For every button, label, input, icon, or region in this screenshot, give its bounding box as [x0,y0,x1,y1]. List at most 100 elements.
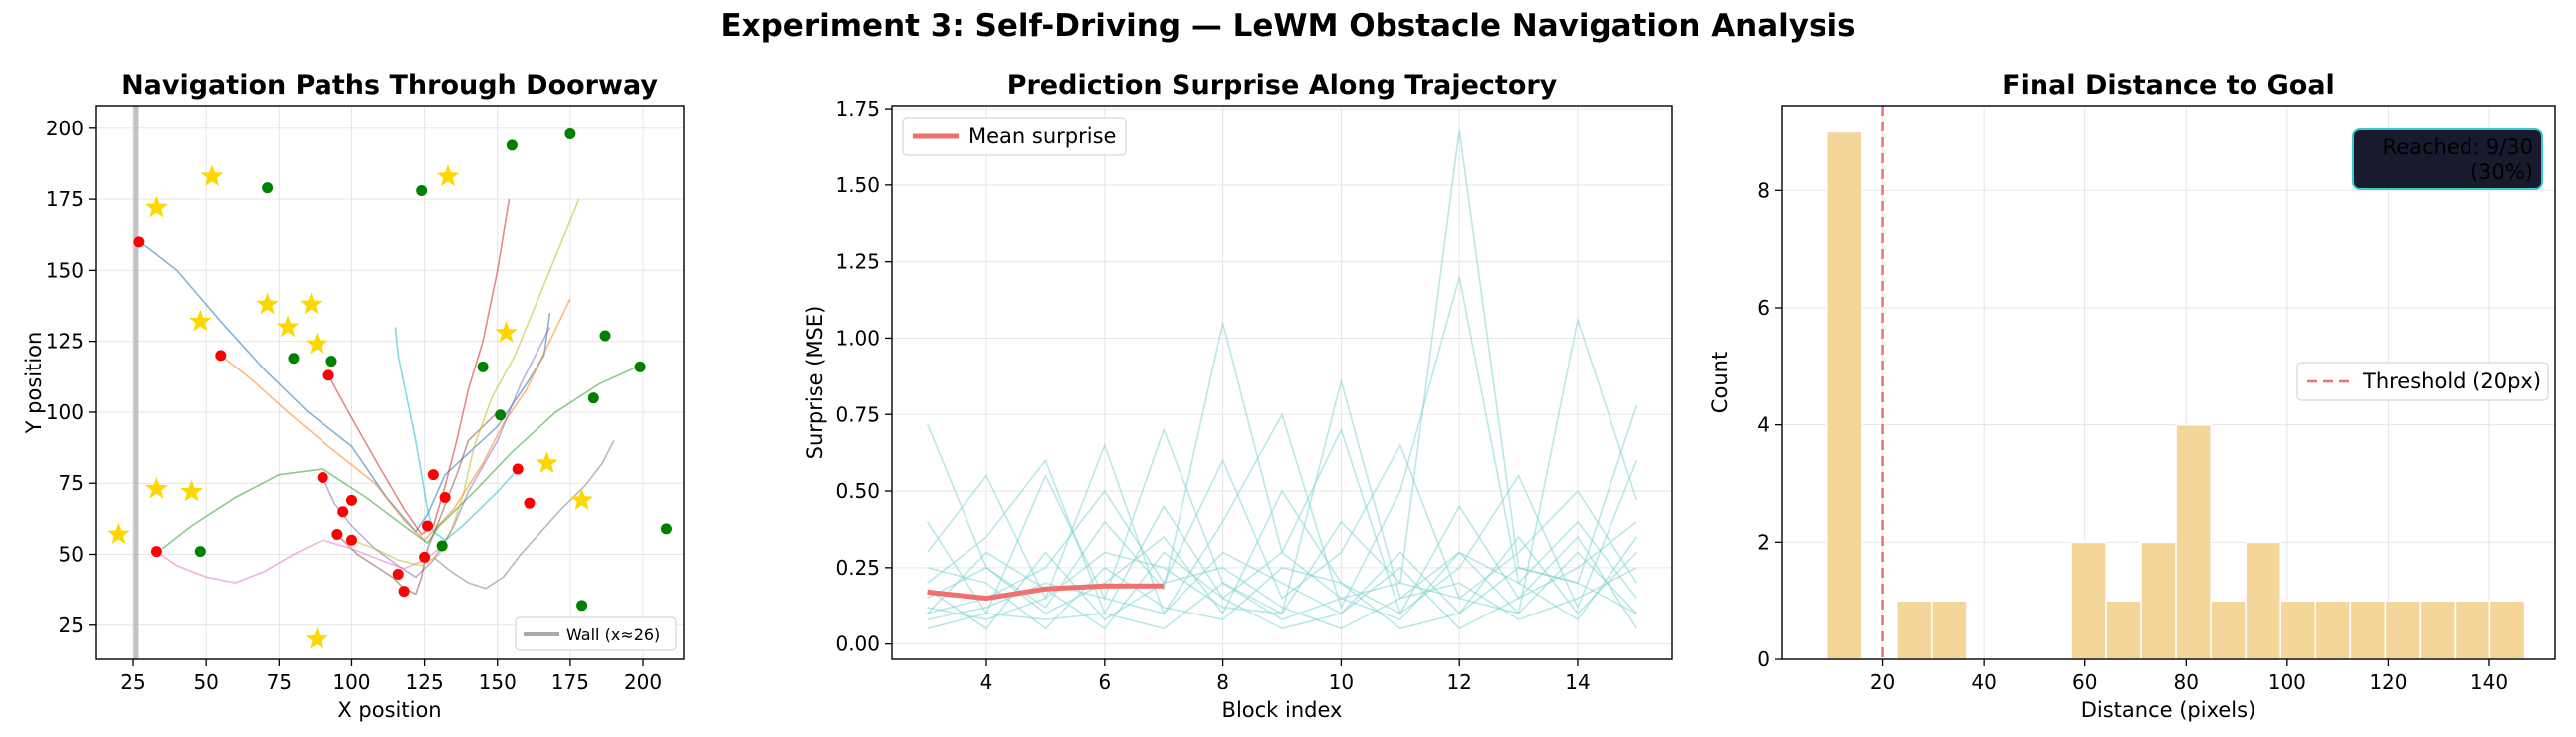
surprise-line [927,427,1638,615]
y-tick-label: 75 [59,471,84,495]
path-line [327,198,511,536]
histogram-bar [2070,541,2107,659]
start-point [439,491,451,503]
path-line [322,327,551,579]
y-tick-label: 4 [1757,413,1770,437]
annotation-line-2: (30%) [2470,160,2533,184]
annotation-line-1: Reached: 9/30 [2383,135,2533,159]
surprise-line [927,566,1637,630]
axis-ticks: 25 50 75 100 125 150 175 200 25 50 75 100 125 150 175 2… [46,117,662,694]
goal-star [436,164,460,186]
x-tick-label: 12 [1446,670,1471,694]
y-tick-label: 175 [46,187,84,211]
x-tick-label: 60 [2072,670,2097,694]
goal-star [180,479,203,502]
goal-star [305,332,328,355]
path-line [351,198,580,567]
axis-ticks: 4 6 8 10 12 14 0.00 0.25 0.50 0.75 1.00 1.25 1.50 1.7… [835,97,1590,694]
end-point [288,353,300,365]
legend-threshold-label: Threshold (20px) [2362,369,2541,393]
start-point [345,494,357,506]
goal-star [256,292,279,315]
histogram-bar [2279,600,2317,659]
start-point [512,463,524,475]
end-point [262,182,274,194]
legend-mean-label: Mean surprise [968,124,1116,148]
y-tick-label: 1.00 [835,326,880,350]
histogram-bar [2314,600,2352,659]
legend-box [902,117,1127,156]
x-tick-label: 125 [406,670,444,694]
plot-area [926,129,1638,630]
goal-star [188,309,212,332]
y-tick-label: 0 [1757,647,1770,671]
y-tick-label: 150 [46,258,84,282]
goal-star [276,315,300,338]
path-line [155,539,440,584]
end-point [194,546,206,558]
histogram-bar [2384,600,2422,659]
y-tick-label: 0.00 [835,632,880,656]
y-tick-label: 50 [59,543,84,567]
x-tick-label: 40 [1971,670,1996,694]
x-tick-label: 25 [120,670,145,694]
reached-annotation: Reached: 9/30(30%) [2352,128,2543,190]
surprise-line [927,536,1638,630]
path-line [394,327,519,542]
start-point [419,551,431,563]
x-tick-label: 6 [1098,670,1111,694]
histogram-bar [2349,600,2387,659]
start-point [150,546,162,558]
y-tick-label: 1.50 [835,173,880,197]
mean-surprise-line [927,583,1165,602]
chart-panel-1: 25 50 75 100 125 150 175 200 25 50 75 100 125 150 175 2… [22,70,685,722]
end-point [436,540,448,552]
y-tick-label: 0.25 [835,556,880,580]
start-point [422,520,434,532]
x-tick-label: 50 [193,670,218,694]
x-tick-label: 8 [1216,670,1229,694]
y-tick-label: 125 [46,330,84,354]
legend-box [2296,362,2549,401]
start-point [398,586,410,598]
x-axis-label: Block index [1222,698,1343,722]
goal-star [200,164,224,186]
surprise-line [926,276,1638,615]
chart-title: Prediction Surprise Along Trajectory [1007,70,1558,101]
grid-lines [96,106,684,659]
plot-frame [1781,105,2556,660]
end-point [576,600,588,612]
y-tick-label: 200 [46,117,84,140]
end-point [587,392,599,404]
histogram-bar [2419,600,2457,659]
histogram-bar [1896,600,1933,659]
histogram-bar [1825,130,1863,659]
x-tick-label: 14 [1565,670,1590,694]
surprise-line [926,316,1638,615]
goal-star [536,451,558,473]
y-tick-label: 2 [1757,530,1770,554]
histogram-bar [2105,600,2142,659]
x-tick-label: 20 [1870,670,1895,694]
y-tick-label: 0.75 [835,402,880,426]
x-tick-label: 150 [479,670,517,694]
start-point [331,529,343,541]
x-tick-label: 4 [980,670,993,694]
start-point [133,236,145,248]
goal-star [305,627,328,649]
chart-panel-3: 20 40 60 80 100 120 140 0 2 4 6 8 Final Distance to … [1708,70,2556,722]
goal-star [570,488,593,510]
end-point [477,361,489,372]
histogram-bar [2210,600,2247,659]
goal-star [145,195,168,218]
surprise-line [926,129,1638,609]
y-tick-label: 25 [59,614,84,637]
end-point [416,185,428,197]
x-tick-label: 140 [2470,670,2508,694]
x-tick-label: 100 [2268,670,2306,694]
start-point [337,506,349,518]
legend: Wall (x≈26) [515,616,677,651]
surprise-line [927,443,1638,614]
path-line [161,366,638,550]
legend: Threshold (20px) [2296,362,2549,401]
